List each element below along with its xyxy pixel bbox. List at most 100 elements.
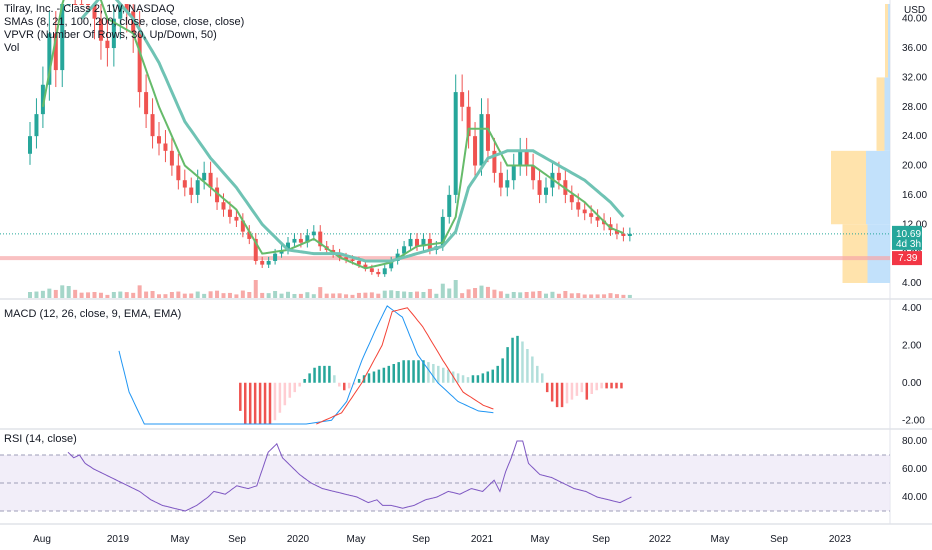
- macd-histogram-bar: [560, 382, 564, 408]
- volume-bar: [124, 292, 129, 298]
- volume-bar: [511, 292, 516, 298]
- macd-tick-label: 4.00: [902, 303, 922, 314]
- macd-histogram-bar: [422, 360, 425, 383]
- volume-bar: [98, 292, 103, 298]
- volume-bar: [569, 293, 574, 298]
- macd-histogram-bar: [313, 367, 316, 383]
- volume-bar: [189, 293, 194, 298]
- candle-body: [382, 268, 387, 275]
- macd-histogram-bar: [258, 382, 262, 424]
- macd-histogram-bar: [585, 382, 589, 400]
- macd-histogram-bar: [298, 382, 301, 387]
- volume-indicator-label[interactable]: Vol: [4, 42, 20, 54]
- rsi-tick-label: 60.00: [902, 464, 927, 475]
- volume-bar: [311, 294, 316, 298]
- volume-bar: [505, 293, 510, 298]
- macd-histogram-bar: [268, 382, 272, 424]
- volume-bar: [40, 290, 45, 298]
- macd-histogram-bar: [372, 371, 376, 383]
- sma-indicator-label[interactable]: SMAs (8, 21, 100, 200, close, close, clo…: [4, 16, 245, 28]
- macd-histogram-bar: [575, 382, 579, 396]
- candle-body: [460, 92, 465, 107]
- candle-body: [202, 172, 207, 181]
- candle-body: [576, 202, 581, 210]
- macd-histogram-bar: [377, 369, 381, 383]
- candle-body: [157, 136, 161, 144]
- volume-bar: [53, 289, 58, 298]
- volume-bar: [498, 291, 503, 298]
- horizontal-level: [0, 233, 890, 261]
- macd-histogram-bar: [338, 382, 341, 387]
- candle-body: [582, 209, 587, 214]
- candle-body: [363, 264, 368, 269]
- volume-bar: [86, 292, 91, 298]
- macd-histogram-bar: [288, 382, 292, 398]
- rsi-legend[interactable]: RSI (14, close): [4, 433, 77, 445]
- volume-bar: [182, 293, 187, 298]
- macd-histogram-bar: [605, 382, 608, 389]
- volume-bar: [627, 294, 632, 298]
- candle-body: [305, 235, 310, 243]
- candle-body: [505, 180, 510, 188]
- macd-histogram-bar: [456, 373, 460, 383]
- candle-body: [144, 92, 149, 115]
- candle-body: [595, 216, 600, 221]
- candle-body: [195, 180, 200, 195]
- candle-body: [169, 150, 174, 166]
- macd-histogram-bar: [407, 360, 410, 383]
- volume-bar: [176, 291, 181, 298]
- volume-bar: [324, 293, 329, 298]
- volume-bar: [298, 293, 303, 298]
- volume-bar: [247, 292, 252, 298]
- volume-bar: [215, 290, 220, 298]
- moving-averages: [41, 0, 625, 270]
- volume-bar: [363, 292, 368, 298]
- candle-body: [408, 238, 413, 247]
- macd-histogram-bar: [541, 373, 544, 383]
- macd-histogram-bar: [303, 379, 306, 383]
- macd-tick-label: 0.00: [902, 378, 922, 389]
- volume-bars: [28, 280, 632, 298]
- candle-body: [79, 4, 84, 5]
- volume-bar: [460, 293, 465, 298]
- rsi-tick-label: 80.00: [902, 436, 927, 447]
- symbol-title[interactable]: Tilray, Inc. - Class 2, 1W, NASDAQ: [4, 3, 175, 15]
- macd-panel: [118, 305, 623, 425]
- volume-bar: [485, 286, 490, 298]
- macd-legend[interactable]: MACD (12, 26, close, 9, EMA, EMA): [4, 308, 182, 320]
- macd-histogram-bar: [615, 382, 618, 389]
- candle-body: [118, 4, 123, 19]
- price-tick-label: 20.00: [902, 161, 927, 172]
- candle-body: [524, 150, 529, 166]
- currency-label: USD: [904, 5, 926, 16]
- candle-body: [511, 165, 516, 181]
- vpvr-down-bar: [867, 224, 890, 283]
- candle-body: [66, 4, 71, 5]
- price-tick-label: 24.00: [902, 131, 927, 142]
- volume-bar: [305, 292, 310, 298]
- macd-histogram-bar: [545, 382, 549, 393]
- candle-body: [492, 150, 497, 173]
- macd-histogram-bar: [511, 337, 514, 383]
- time-tick-label: May: [347, 534, 366, 545]
- vpvr-indicator-label[interactable]: VPVR (Number Of Rows, 30, Up/Down, 50): [4, 29, 217, 41]
- candle-body: [569, 194, 574, 203]
- candle-body: [440, 216, 445, 247]
- macd-histogram-bar: [402, 360, 405, 383]
- volume-bar: [60, 285, 65, 298]
- candle-body: [189, 187, 194, 195]
- candle-body: [176, 165, 181, 181]
- volume-bar: [614, 294, 619, 298]
- macd-histogram-bar: [506, 347, 509, 383]
- macd-histogram-bar: [253, 382, 257, 424]
- volume-bar: [266, 293, 271, 298]
- candle-body: [247, 231, 252, 239]
- candle-body: [92, 4, 97, 19]
- volume-bar: [582, 294, 587, 298]
- volume-bar: [550, 291, 555, 298]
- macd-histogram-bar: [496, 365, 499, 383]
- volume-bar: [221, 293, 226, 298]
- time-tick-label: 2022: [649, 534, 672, 545]
- macd-histogram-bar: [476, 375, 480, 383]
